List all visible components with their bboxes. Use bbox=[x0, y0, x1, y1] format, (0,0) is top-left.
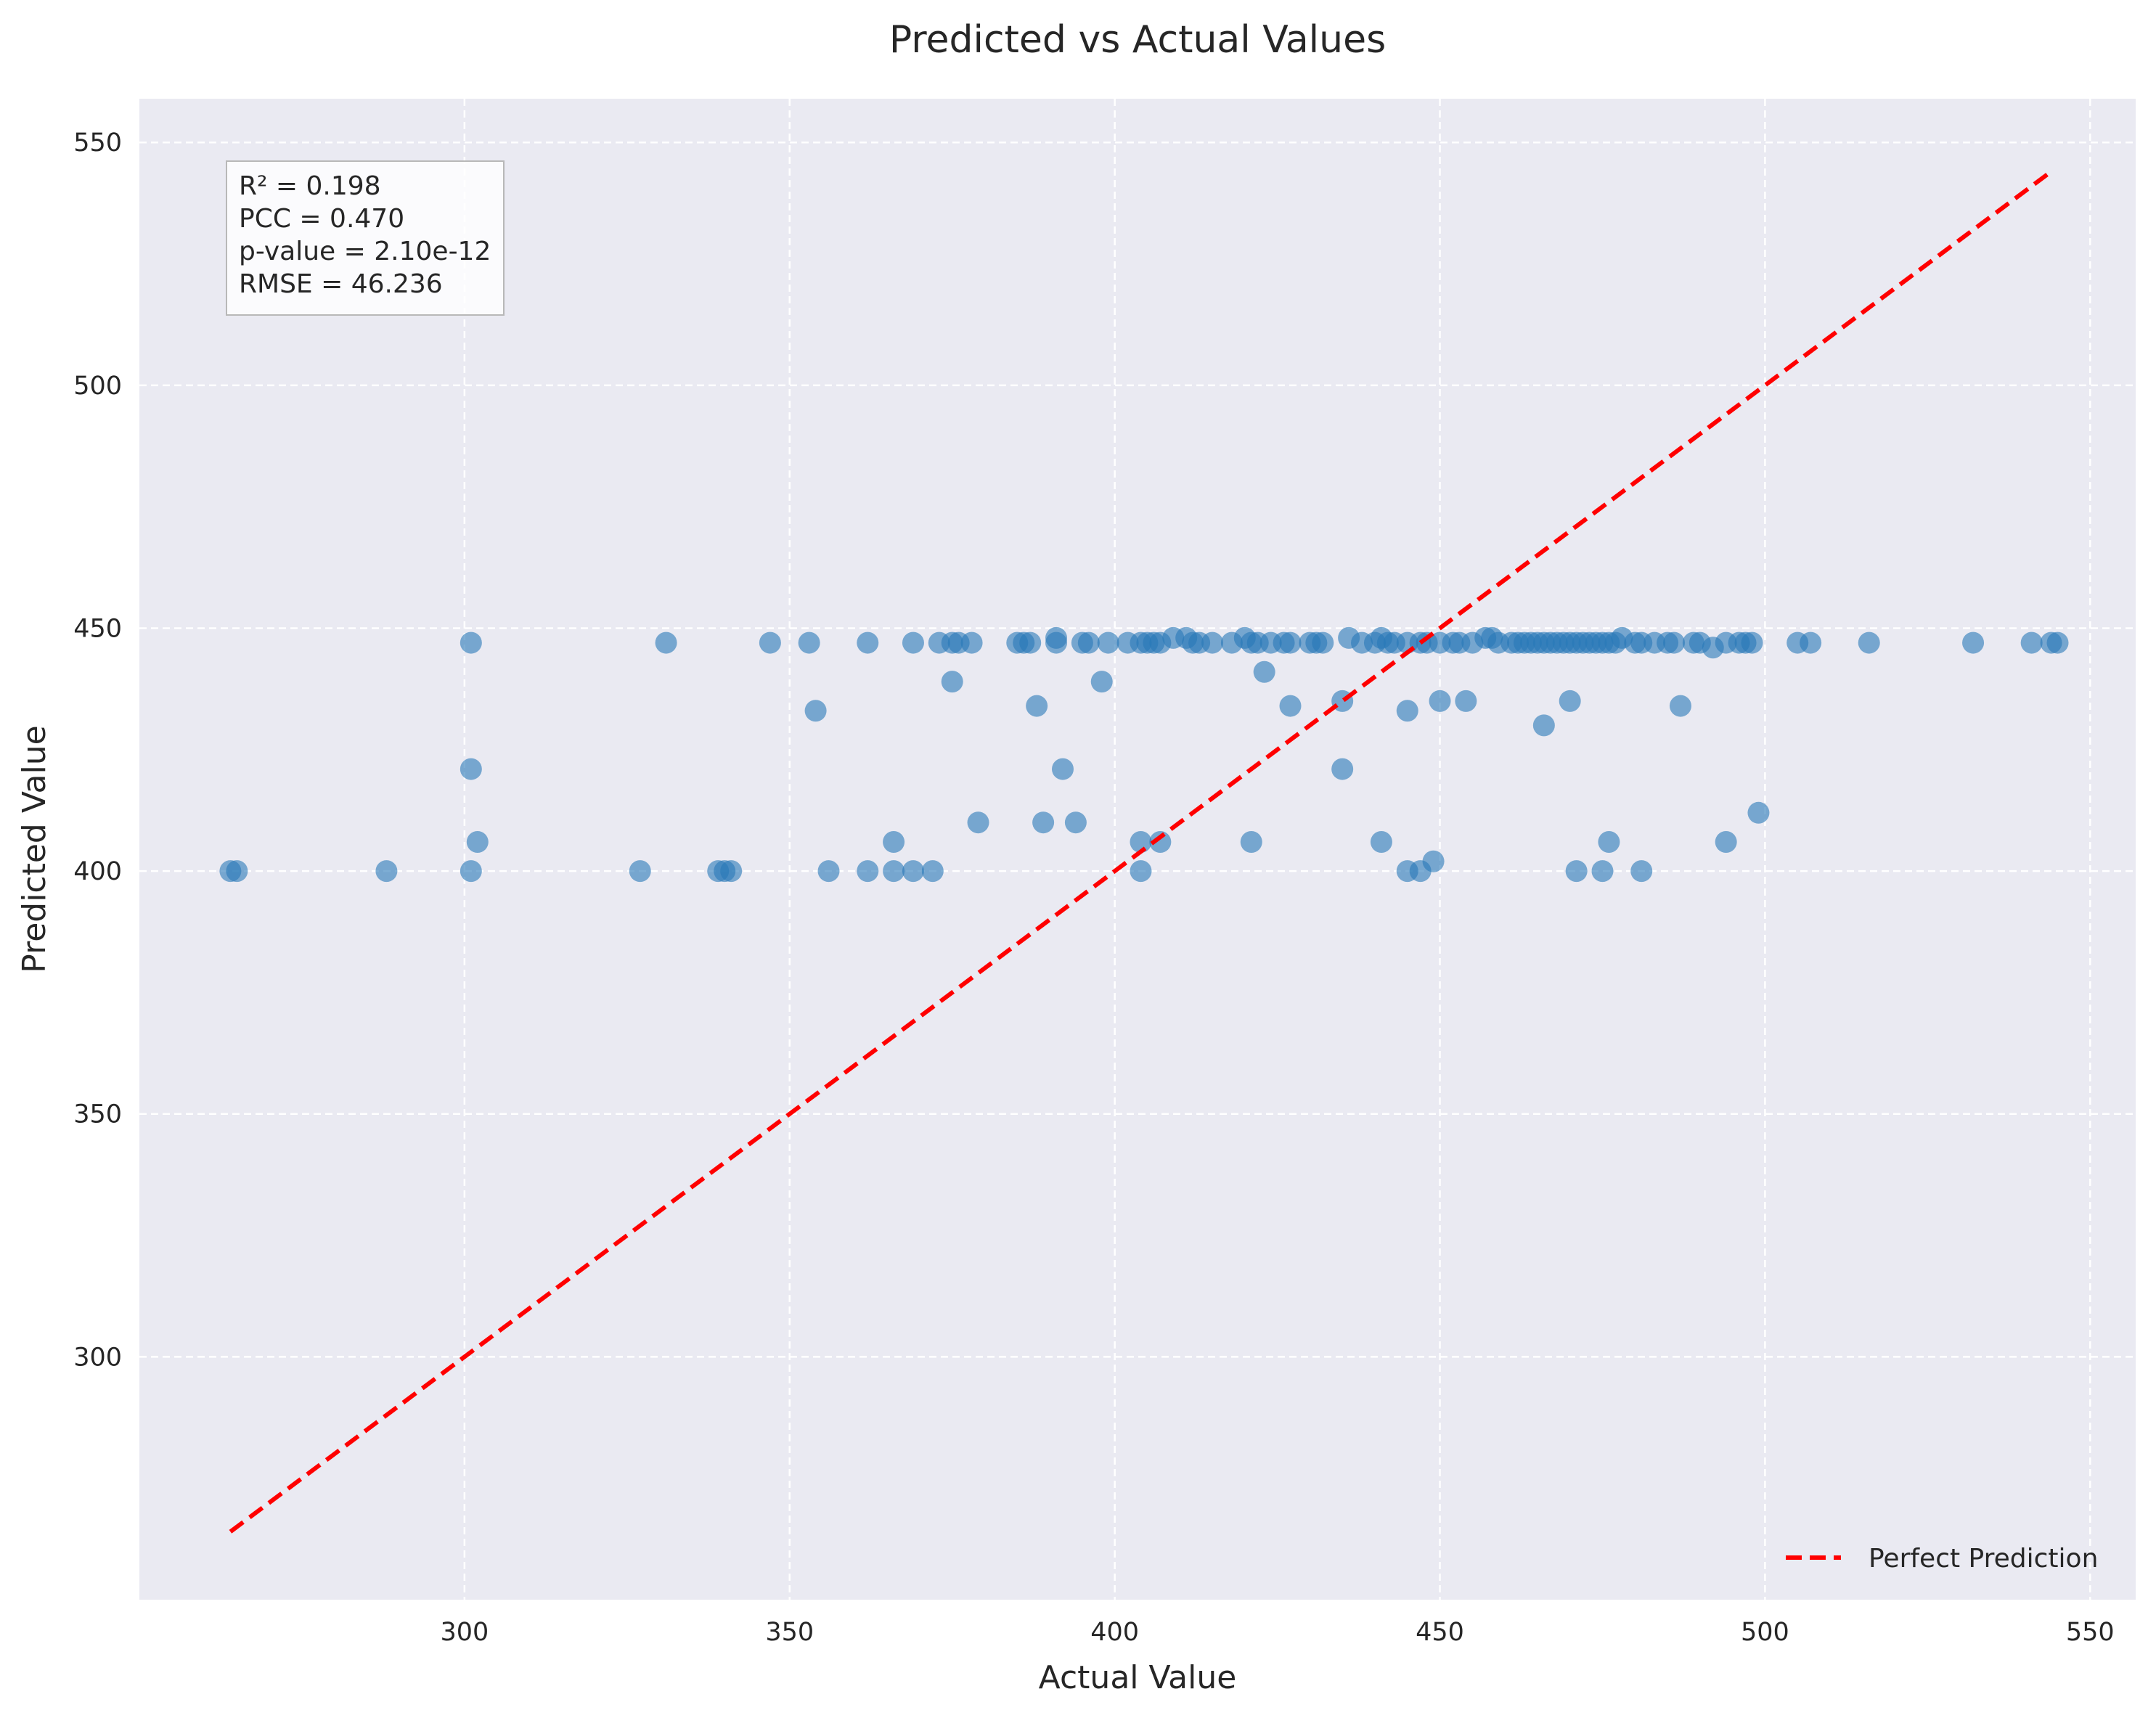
x-tick-label: 350 bbox=[765, 1618, 814, 1647]
data-point bbox=[759, 631, 781, 654]
x-tick-label: 300 bbox=[440, 1618, 489, 1647]
data-point bbox=[2020, 631, 2043, 654]
data-point bbox=[1741, 631, 1763, 654]
data-point bbox=[720, 860, 743, 883]
data-point bbox=[1019, 631, 1042, 654]
data-point bbox=[655, 631, 677, 654]
chart-title: Predicted vs Actual Values bbox=[889, 18, 1386, 62]
data-point bbox=[798, 631, 820, 654]
stats-p-value: p-value = 2.10e-12 bbox=[239, 237, 491, 266]
data-point bbox=[1630, 860, 1653, 883]
data-point bbox=[1429, 690, 1451, 712]
data-point bbox=[883, 860, 905, 883]
data-point bbox=[1591, 860, 1614, 883]
data-point bbox=[1097, 631, 1119, 654]
data-point bbox=[857, 631, 879, 654]
data-point bbox=[460, 860, 482, 883]
y-tick-label: 350 bbox=[73, 1100, 122, 1129]
legend-label: Perfect Prediction bbox=[1869, 1544, 2098, 1574]
data-point bbox=[1396, 700, 1418, 722]
data-point bbox=[375, 860, 398, 883]
data-point bbox=[1130, 830, 1152, 853]
data-point bbox=[1032, 811, 1055, 834]
data-point bbox=[466, 830, 489, 853]
data-point bbox=[1800, 631, 1822, 654]
data-point bbox=[1312, 631, 1334, 654]
data-point bbox=[1077, 631, 1100, 654]
stats-box: R² = 0.198 PCC = 0.470 p-value = 2.10e-1… bbox=[226, 160, 505, 316]
data-point bbox=[1747, 801, 1770, 824]
data-point bbox=[967, 811, 989, 834]
x-tick-label: 450 bbox=[1416, 1618, 1464, 1647]
legend: Perfect Prediction bbox=[1786, 1544, 2098, 1574]
data-point bbox=[1663, 631, 1686, 654]
data-point bbox=[1045, 631, 1068, 654]
data-point bbox=[460, 631, 482, 654]
data-point bbox=[1026, 695, 1048, 717]
data-point bbox=[921, 860, 944, 883]
data-point bbox=[1279, 631, 1302, 654]
data-point bbox=[857, 860, 879, 883]
data-points bbox=[219, 626, 2069, 883]
data-point bbox=[1279, 695, 1302, 717]
data-point bbox=[1532, 714, 1555, 737]
grid-lines bbox=[139, 99, 2136, 1600]
y-tick-label: 550 bbox=[73, 128, 122, 158]
data-point bbox=[460, 758, 482, 780]
data-point bbox=[1370, 830, 1392, 853]
data-point bbox=[1455, 690, 1477, 712]
data-point bbox=[1090, 671, 1113, 693]
data-point bbox=[902, 860, 924, 883]
data-point bbox=[1201, 631, 1224, 654]
data-point bbox=[1149, 830, 1172, 853]
stats-pcc: PCC = 0.470 bbox=[239, 204, 404, 234]
data-point bbox=[1559, 690, 1581, 712]
x-tick-label: 500 bbox=[1741, 1618, 1789, 1647]
tick-labels: 300 350 400 450 500 550 300 350 400 450 500 550 bbox=[73, 128, 2115, 1647]
data-point bbox=[1253, 660, 1275, 683]
y-axis-label: Predicted Value bbox=[16, 725, 53, 973]
data-point bbox=[1715, 830, 1737, 853]
data-point bbox=[1962, 631, 1985, 654]
data-point bbox=[1669, 695, 1691, 717]
data-point bbox=[629, 860, 651, 883]
data-point bbox=[1422, 850, 1445, 872]
data-point bbox=[902, 631, 924, 654]
data-point bbox=[1565, 860, 1588, 883]
y-tick-label: 450 bbox=[73, 614, 122, 643]
stats-box-frame bbox=[226, 160, 505, 316]
data-point bbox=[1051, 758, 1074, 780]
data-point bbox=[1130, 860, 1152, 883]
x-tick-label: 550 bbox=[2066, 1618, 2115, 1647]
data-point bbox=[960, 631, 983, 654]
y-tick-label: 400 bbox=[73, 857, 122, 886]
data-point bbox=[817, 860, 840, 883]
data-point bbox=[1331, 758, 1354, 780]
y-tick-label: 300 bbox=[73, 1343, 122, 1372]
data-point bbox=[226, 860, 248, 883]
x-tick-label: 400 bbox=[1090, 1618, 1139, 1647]
stats-r2: R² = 0.198 bbox=[239, 171, 381, 201]
data-point bbox=[941, 671, 963, 693]
data-point bbox=[1598, 830, 1620, 853]
y-tick-label: 500 bbox=[73, 372, 122, 401]
x-axis-label: Actual Value bbox=[1039, 1659, 1237, 1696]
data-point bbox=[1858, 631, 1880, 654]
data-point bbox=[883, 830, 905, 853]
data-point bbox=[804, 700, 827, 722]
data-point bbox=[1064, 811, 1087, 834]
perfect-prediction-line bbox=[229, 169, 2053, 1534]
data-point bbox=[1240, 830, 1262, 853]
stats-rmse: RMSE = 46.236 bbox=[239, 269, 443, 299]
data-point bbox=[2046, 631, 2069, 654]
